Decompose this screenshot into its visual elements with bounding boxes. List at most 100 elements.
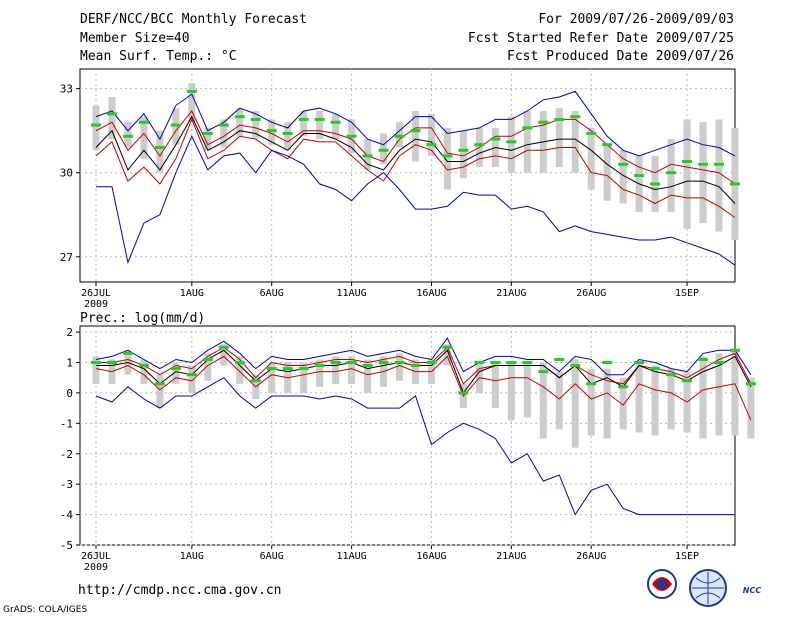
temp-spread-box xyxy=(683,119,691,229)
prec-spread-box xyxy=(236,356,244,384)
temp-spread-box xyxy=(619,150,627,204)
prec-x-tick-label: 26JUL xyxy=(81,551,111,562)
prec-spread-box xyxy=(172,362,180,384)
prec-spread-box xyxy=(699,356,707,439)
temp-x-tick-label: 16AUG xyxy=(416,288,446,299)
prec-y-tick-label: -2 xyxy=(60,448,73,461)
temp-spread-box xyxy=(92,105,100,151)
prec-spread-box xyxy=(364,359,372,393)
prec-y-tick-label: 2 xyxy=(66,326,73,339)
prec-y-tick-label: 1 xyxy=(66,357,73,370)
prec-panel: 26JUL 1AUG 6AUG 11AUG 16AUG 21AUG 26AUG 1SEP 200… xyxy=(60,325,756,573)
prec-x-tick-label: 11AUG xyxy=(337,551,367,562)
temp-spread-box xyxy=(699,122,707,224)
bcc-logo: BCC xyxy=(640,568,715,608)
forecast-period: For 2009/07/26-2009/09/03 xyxy=(538,12,734,27)
prec-y-tick-label: -4 xyxy=(60,509,74,522)
temp-spread-box xyxy=(587,127,595,190)
temp-series-mean xyxy=(95,115,736,204)
chart-title: DERF/NCC/BCC Monthly Forecast xyxy=(80,12,307,27)
prec-y-tick-label: 0 xyxy=(66,387,73,400)
refer-date: Fcst Started Refer Date 2009/07/25 xyxy=(467,31,734,46)
temp-series-max xyxy=(95,90,736,157)
prec-spread-box xyxy=(507,362,515,421)
temp-year-label: 2009 xyxy=(84,299,108,310)
prec-spread-box xyxy=(316,359,324,387)
temp-spread-box xyxy=(555,108,563,168)
prec-spread-box xyxy=(348,356,356,384)
temp-y-tick-label: 33 xyxy=(60,83,73,96)
temp-series-lower xyxy=(95,118,736,218)
prec-spread-box xyxy=(220,344,228,366)
temp-x-tick-label: 26AUG xyxy=(576,288,606,299)
prec-spread-box xyxy=(396,353,404,381)
prec-series-min xyxy=(95,377,735,516)
temp-spread-box xyxy=(332,113,340,140)
temp-x-tick-label: 1SEP xyxy=(675,288,699,299)
member-size: Member Size=40 xyxy=(80,31,190,46)
prec-series-max xyxy=(95,337,752,376)
temp-series-upper xyxy=(95,110,736,185)
ncc-logo-text: NCC xyxy=(742,586,762,595)
temp-spread-box xyxy=(236,108,244,137)
temp-y-tick-label: 30 xyxy=(60,167,73,180)
prec-spread-box xyxy=(268,362,276,393)
prec-spread-box xyxy=(715,353,723,436)
prec-spread-box xyxy=(603,368,611,439)
temp-spread-box xyxy=(411,111,419,162)
temp-spread-box xyxy=(284,122,292,151)
temp-x-tick-label: 21AUG xyxy=(496,288,526,299)
grads-credit: GrADS: COLA/IGES xyxy=(3,605,88,615)
temp-spread-box xyxy=(603,144,611,201)
prec-spread-box xyxy=(491,362,499,409)
prec-spread-box xyxy=(667,368,675,430)
prec-y-tick-label: -3 xyxy=(60,478,73,491)
prec-spread-box xyxy=(204,353,212,381)
temp-spread-box xyxy=(715,119,723,232)
ncc-logo: NCC xyxy=(686,568,761,608)
temp-panel: 26JUL 1AUG 6AUG 11AUG 16AUG 21AUG 26AUG 1SEP 200… xyxy=(60,68,740,310)
temp-spread-box xyxy=(204,127,212,151)
temp-x-tick-label: 6AUG xyxy=(260,288,284,299)
temp-spread-box xyxy=(459,130,467,179)
temp-x-tick-label: 26JUL xyxy=(81,288,111,299)
prec-spread-box xyxy=(156,374,164,409)
temp-spread-box xyxy=(156,130,164,173)
temp-spread-box xyxy=(427,113,435,156)
temp-spread-box xyxy=(316,111,324,140)
temp-series-min xyxy=(96,135,736,266)
prec-year-label: 2009 xyxy=(84,562,108,573)
prec-y-tick-label: -1 xyxy=(60,417,73,430)
temp-spread-box xyxy=(108,97,116,140)
prec-spread-box xyxy=(571,359,579,448)
prec-plot-frame xyxy=(79,325,736,546)
prec-spread-box xyxy=(651,365,659,436)
produced-date: Fcst Produced Date 2009/07/26 xyxy=(507,49,734,64)
temp-spread-box xyxy=(300,111,308,137)
prec-y-tick-label: -5 xyxy=(60,539,73,552)
temp-spread-box xyxy=(220,119,228,148)
prec-spread-box xyxy=(747,377,755,439)
prec-spread-box xyxy=(635,362,643,433)
temp-spread-box xyxy=(571,111,579,173)
temp-x-tick-label: 1AUG xyxy=(180,288,204,299)
source-url[interactable]: http://cmdp.ncc.cma.gov.cn xyxy=(78,583,282,598)
prec-spread-box xyxy=(188,365,196,393)
temp-y-tick-label: 27 xyxy=(60,251,73,264)
prec-spread-box xyxy=(731,350,739,436)
prec-x-tick-label: 21AUG xyxy=(496,551,526,562)
prec-spread-box xyxy=(619,377,627,430)
prec-x-tick-label: 6AUG xyxy=(260,551,284,562)
prec-spread-box xyxy=(523,362,531,418)
temp-x-tick-label: 11AUG xyxy=(337,288,367,299)
prec-spread-box xyxy=(539,362,547,439)
temp-spread-box xyxy=(443,127,451,190)
prec-spread-box xyxy=(92,356,100,384)
prec-x-tick-label: 26AUG xyxy=(576,551,606,562)
temp-spread-box xyxy=(507,116,515,173)
temp-spread-box xyxy=(140,116,148,159)
prec-spread-box xyxy=(140,359,148,384)
precip-panel-title: Prec.: log(mm/d) xyxy=(80,311,206,326)
temp-spread-box xyxy=(523,111,531,173)
